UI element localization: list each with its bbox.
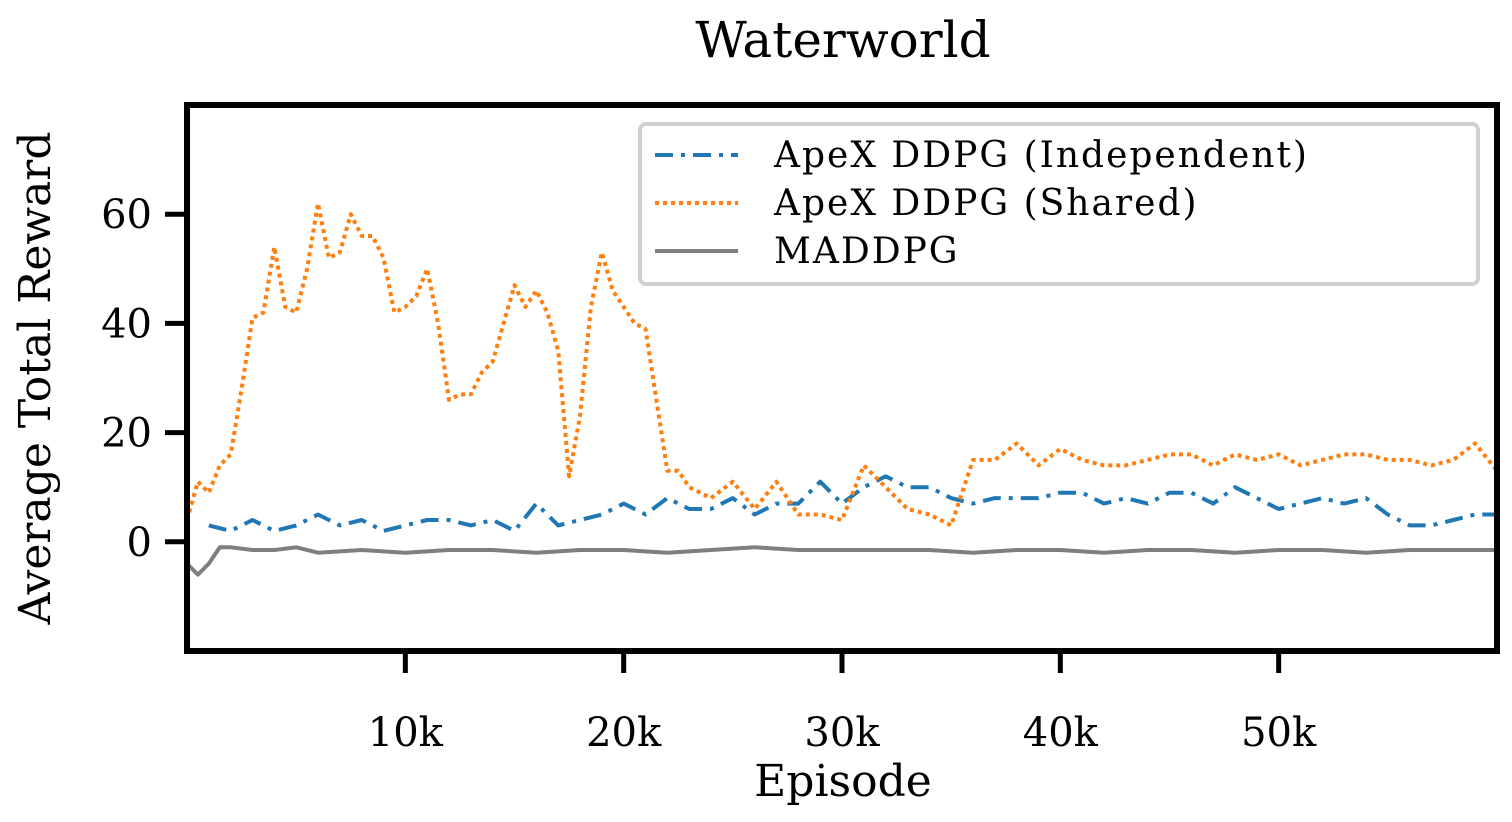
series-line-1: [208, 474, 1497, 533]
legend-label-2: ApeX DDPG (Shared): [773, 183, 1199, 224]
x-tick-label: 40k: [1023, 710, 1099, 756]
y-axis-label: Average Total Reward: [10, 131, 61, 625]
legend-label-3: MADDPG: [774, 231, 960, 272]
y-tick-label: 20: [101, 411, 152, 457]
x-tick-label: 30k: [804, 710, 880, 756]
series-layer: [185, 201, 1499, 577]
x-tick-label: 50k: [1241, 710, 1317, 756]
series-line-2: [185, 201, 1499, 528]
chart-title: Waterworld: [695, 11, 990, 69]
y-tick-label: 40: [101, 301, 152, 347]
y-axis: 0 20 40 60: [101, 192, 187, 566]
legend-box: [638, 122, 1480, 286]
y-tick-label: 60: [101, 192, 152, 238]
legend: ApeX DDPG (Independent) ApeX DDPG (Shared…: [638, 122, 1480, 286]
series-line-3: [185, 545, 1497, 577]
x-tick-label: 20k: [586, 710, 662, 756]
x-axis: 10k 20k 30k 40k 50k: [368, 651, 1317, 756]
x-axis-label: Episode: [754, 756, 932, 807]
y-tick-label: 0: [127, 520, 152, 566]
legend-label-1: ApeX DDPG (Independent): [773, 135, 1309, 176]
x-tick-label: 10k: [368, 710, 444, 756]
